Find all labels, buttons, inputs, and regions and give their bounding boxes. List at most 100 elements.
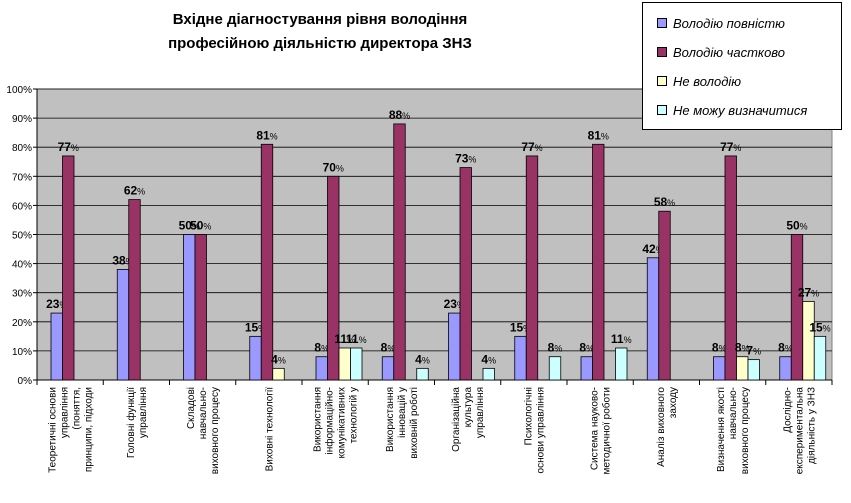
x-tick-label: Система науково-методичної роботи	[590, 387, 613, 475]
chart-title-line-1: Вхідне діагностування рівня володіння	[172, 11, 468, 28]
data-label: 8%	[735, 341, 750, 355]
data-label: 4%	[481, 352, 496, 366]
data-label: 81%	[588, 128, 609, 142]
bar	[62, 155, 75, 381]
bar	[747, 359, 760, 381]
chart-title: Вхідне діагностування рівня володіння пр…	[60, 8, 580, 56]
bar	[272, 367, 285, 381]
data-label: 70%	[323, 160, 344, 174]
x-tick-label: Головні функціїуправління	[125, 387, 149, 458]
bar	[338, 347, 351, 381]
data-label: 8%	[778, 341, 793, 355]
legend-entry: Володію частково	[657, 44, 785, 60]
data-label: 8%	[712, 341, 727, 355]
bar	[548, 356, 562, 381]
data-label: 62%	[124, 184, 145, 198]
legend-swatch	[657, 105, 667, 115]
bar	[514, 335, 527, 381]
data-label: 4%	[271, 352, 286, 366]
data-label: 11%	[334, 332, 355, 346]
data-label: 8%	[579, 341, 594, 355]
x-tick-label: Дослідно-експериментальнадіяльність у ЗН…	[782, 387, 817, 475]
data-label: 58%	[654, 195, 675, 209]
bar	[813, 335, 827, 381]
data-label: 8%	[548, 341, 563, 355]
bar	[183, 234, 196, 381]
legend-label: Володію повністю	[673, 15, 785, 31]
x-tick-label: Складовінавчально-виховного процесу	[186, 387, 221, 474]
y-tick-label: 80%	[12, 143, 32, 154]
data-label: 50%	[190, 219, 211, 233]
data-label: 88%	[389, 108, 410, 122]
legend-swatch	[657, 47, 667, 57]
data-label: 77%	[58, 140, 79, 154]
bar	[260, 143, 274, 381]
x-tick-label: Аналіз виховногозаходу	[656, 387, 679, 467]
bar	[448, 312, 461, 381]
x-tick-label: Використанняінформаційно-комунікативнихт…	[313, 387, 360, 458]
bar	[779, 356, 792, 381]
x-tick-label: Визначення якостінавчально-виховного про…	[716, 387, 751, 474]
data-label: 11%	[346, 332, 367, 346]
y-tick-label: 40%	[12, 260, 32, 271]
legend-label: Не можу визначитися	[673, 102, 808, 118]
data-label: 11%	[611, 332, 632, 346]
data-label: 50%	[786, 219, 807, 233]
bar	[350, 347, 363, 381]
x-tick-label: Виховні технології	[264, 387, 275, 472]
chart-title-line-2: професійною діяльністю директора ЗНЗ	[168, 35, 472, 52]
y-tick-label: 100%	[6, 85, 32, 96]
legend-entry: Не володію	[657, 73, 741, 89]
y-tick-label: 0%	[18, 376, 33, 387]
data-label: 50%	[179, 219, 200, 233]
bar	[327, 175, 340, 381]
bar	[315, 356, 328, 381]
bar	[802, 301, 815, 381]
bar	[580, 356, 593, 381]
bar	[724, 155, 737, 381]
x-tick-label: Психологічніоснови управління	[523, 387, 546, 473]
data-label: 7%	[746, 344, 761, 358]
bar	[713, 356, 726, 381]
y-tick-label: 20%	[12, 318, 32, 329]
bar	[482, 367, 495, 381]
bar	[736, 356, 749, 381]
x-tick-label: Організаційнакультурауправління	[451, 387, 486, 452]
x-tick-label: Теоретичні основиуправління(поняття,прин…	[48, 387, 95, 473]
data-label: 8%	[314, 341, 329, 355]
bar	[592, 143, 605, 381]
bar	[381, 356, 395, 381]
chart-legend: Володію повністю Володію частково Не волод…	[642, 2, 842, 130]
bar	[658, 210, 671, 381]
bar	[790, 234, 804, 381]
data-label: 73%	[455, 152, 476, 166]
bar	[249, 335, 262, 381]
legend-label: Володію частково	[673, 44, 786, 60]
legend-entry: Не можу визначитися	[657, 102, 807, 118]
bar	[116, 269, 130, 381]
data-label: 77%	[720, 140, 741, 154]
bar	[194, 234, 207, 381]
bar	[646, 257, 660, 381]
data-label: 77%	[521, 140, 542, 154]
y-tick-label: 30%	[12, 289, 32, 300]
y-tick-label: 90%	[12, 114, 32, 125]
data-label: 27%	[798, 285, 819, 299]
data-label: 4%	[415, 352, 430, 366]
bar	[416, 367, 429, 381]
data-label: 15%	[809, 320, 830, 334]
legend-swatch	[657, 76, 667, 86]
legend-entry: Володію повністю	[657, 15, 785, 31]
bar	[459, 167, 472, 381]
bar	[50, 312, 63, 381]
bar	[615, 347, 628, 381]
data-label: 8%	[381, 341, 396, 355]
bar	[525, 155, 539, 381]
y-tick-label: 50%	[12, 231, 32, 242]
legend-label: Не володію	[673, 73, 742, 89]
bar	[393, 123, 406, 381]
y-tick-label: 10%	[12, 347, 32, 358]
x-tick-label: Використанняінновацій увиховній роботі	[385, 387, 420, 459]
bar	[128, 199, 141, 381]
